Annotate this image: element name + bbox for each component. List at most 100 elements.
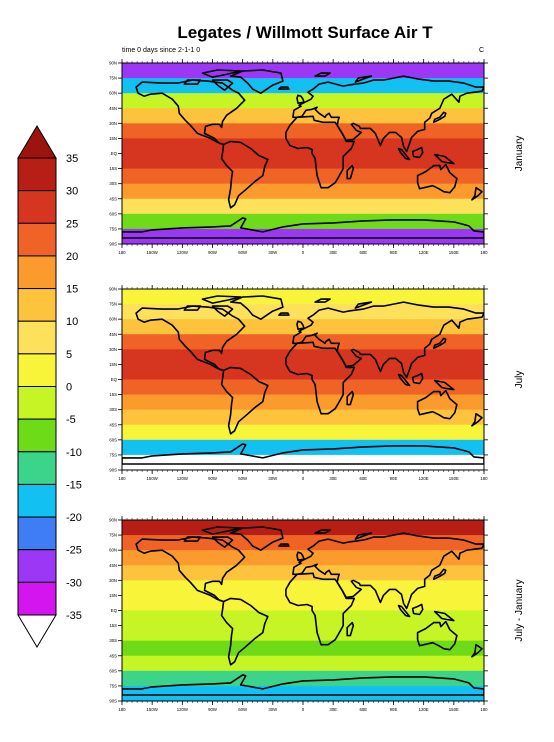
lat-tick-label: 60S <box>109 437 117 442</box>
map-fill-july <box>122 289 484 470</box>
coastline-new-zealand <box>471 412 483 427</box>
temperature-band <box>122 520 484 536</box>
lon-tick-label: 60W <box>238 250 248 255</box>
coastline-svalbard <box>314 72 331 77</box>
colorbar-box <box>17 483 57 518</box>
temperature-band <box>122 625 484 642</box>
coastline-ellesmere <box>201 69 242 78</box>
land-outlines-january <box>122 69 484 239</box>
colorbar-box <box>17 320 57 355</box>
temperature-band <box>122 610 484 627</box>
coastline-great-britain <box>296 320 305 331</box>
lon-tick-label: 90E <box>390 476 398 481</box>
coastline-madagascar <box>346 164 355 180</box>
coastline-south-america <box>220 366 269 435</box>
lat-tick-label: 75S <box>109 683 117 688</box>
coastline-north-america <box>135 305 246 372</box>
coastline-iceland <box>278 312 290 316</box>
lat-tick-label: 75N <box>109 533 117 538</box>
temperature-band <box>122 213 484 230</box>
lat-tick-label: 90N <box>109 61 117 66</box>
colorbar-tick-label: -5 <box>66 414 76 426</box>
lat-tick-label: 15N <box>109 593 117 598</box>
coastline-borneo <box>411 603 424 616</box>
lat-tick-label: 45S <box>109 422 117 427</box>
colorbar: 35 30 25 20 15 10 5 0 -5 -10 -15 -20 -25 -30 -35 <box>17 125 82 648</box>
lat-tick-label: 75S <box>109 226 117 231</box>
coastline-north-america <box>135 79 246 146</box>
coastline-victoria-island <box>183 536 202 542</box>
coastline-ellesmere <box>201 295 242 304</box>
coastline-south-america <box>220 140 269 209</box>
coastline-sumatra <box>397 147 411 161</box>
lat-tick-label: 90N <box>109 287 117 292</box>
temperature-band <box>122 138 484 154</box>
lon-tick-label: 60W <box>238 476 248 481</box>
lat-tick-label: 90S <box>109 242 117 247</box>
lat-tick-label: 15N <box>109 362 117 367</box>
colorbar-tick-label: 5 <box>66 349 72 361</box>
lon-tick-label: 150W <box>147 476 159 481</box>
lon-tick-label: 0 <box>302 250 305 255</box>
coastline-iceland <box>278 86 290 90</box>
lat-tick-label: 45N <box>109 106 117 111</box>
colorbar-tick-label: -10 <box>66 447 82 459</box>
coastline-eurasia <box>292 532 484 610</box>
coastline-south-america <box>220 597 269 666</box>
map-fill-january <box>122 63 484 244</box>
colorbar-ticks: 35 30 25 20 15 10 5 0 -5 -10 -15 -20 -25 -30 -35 <box>66 153 82 622</box>
panel-january: 180 150W 120W 90W 60W 30W 0 30E 60E 90E 120E 150E 18… <box>109 59 525 255</box>
temperature-band <box>122 379 484 396</box>
lat-tick-label: 60N <box>109 317 117 322</box>
lon-tick-label: 180 <box>118 707 126 712</box>
coastline-baffin-island <box>211 536 234 548</box>
lon-tick-label: 30W <box>268 250 278 255</box>
panel-label-july-minus-january: July - January <box>514 579 525 641</box>
temperature-band <box>122 655 484 672</box>
lon-tick-label: 60E <box>360 250 368 255</box>
lon-tick-label: 90E <box>390 250 398 255</box>
lon-tick-label: 120E <box>419 707 429 712</box>
lon-tick-label: 150W <box>147 250 159 255</box>
lon-tick-label: 180 <box>118 250 126 255</box>
lon-tick-label: 120E <box>419 476 429 481</box>
lat-tick-label: 60N <box>109 91 117 96</box>
temperature-band <box>122 153 484 170</box>
coastline-eurasia <box>292 301 484 379</box>
coastline-new-guinea <box>433 610 455 622</box>
colorbar-overflow-low <box>17 614 57 648</box>
coastline-novaya-zemlya <box>354 75 373 83</box>
lon-tick-label: 60W <box>238 707 248 712</box>
lat-tick-label: 45S <box>109 653 117 658</box>
lat-tick-label: EQ <box>111 151 118 156</box>
axes-july-minus-january: 180 150W 120W 90W 60W 30W 0 30E 60E 90E 120E 150E 18… <box>109 516 488 712</box>
coastline-north-america <box>135 536 246 603</box>
temperature-band <box>122 364 484 380</box>
lat-tick-label: 15S <box>109 392 117 397</box>
temperature-band <box>122 580 484 596</box>
temperature-band <box>122 289 484 305</box>
colorbar-tick-label: 0 <box>66 382 72 394</box>
coastline-great-britain <box>296 551 305 562</box>
lat-tick-label: 45S <box>109 196 117 201</box>
lon-tick-label: 30E <box>329 476 337 481</box>
coastline-borneo <box>411 146 424 159</box>
lon-tick-label: 90W <box>208 476 218 481</box>
colorbar-boxes <box>17 125 57 648</box>
panel-label-july: July <box>514 371 525 389</box>
lat-tick-label: 30N <box>109 121 117 126</box>
lon-tick-label: 180 <box>480 476 488 481</box>
panel-label-january: January <box>514 136 525 172</box>
lon-tick-label: 90W <box>208 707 218 712</box>
lon-tick-label: 120W <box>177 250 189 255</box>
colorbar-tick-label: 10 <box>66 316 78 328</box>
colorbar-box <box>17 581 57 616</box>
lon-tick-label: 180 <box>480 707 488 712</box>
coastline-great-britain <box>296 94 305 104</box>
coastline-baffin-island <box>211 79 234 91</box>
temperature-band <box>122 394 484 411</box>
lon-tick-label: 90E <box>390 707 398 712</box>
coastline-baffin-island <box>211 305 234 317</box>
lat-tick-label: 90N <box>109 518 117 523</box>
